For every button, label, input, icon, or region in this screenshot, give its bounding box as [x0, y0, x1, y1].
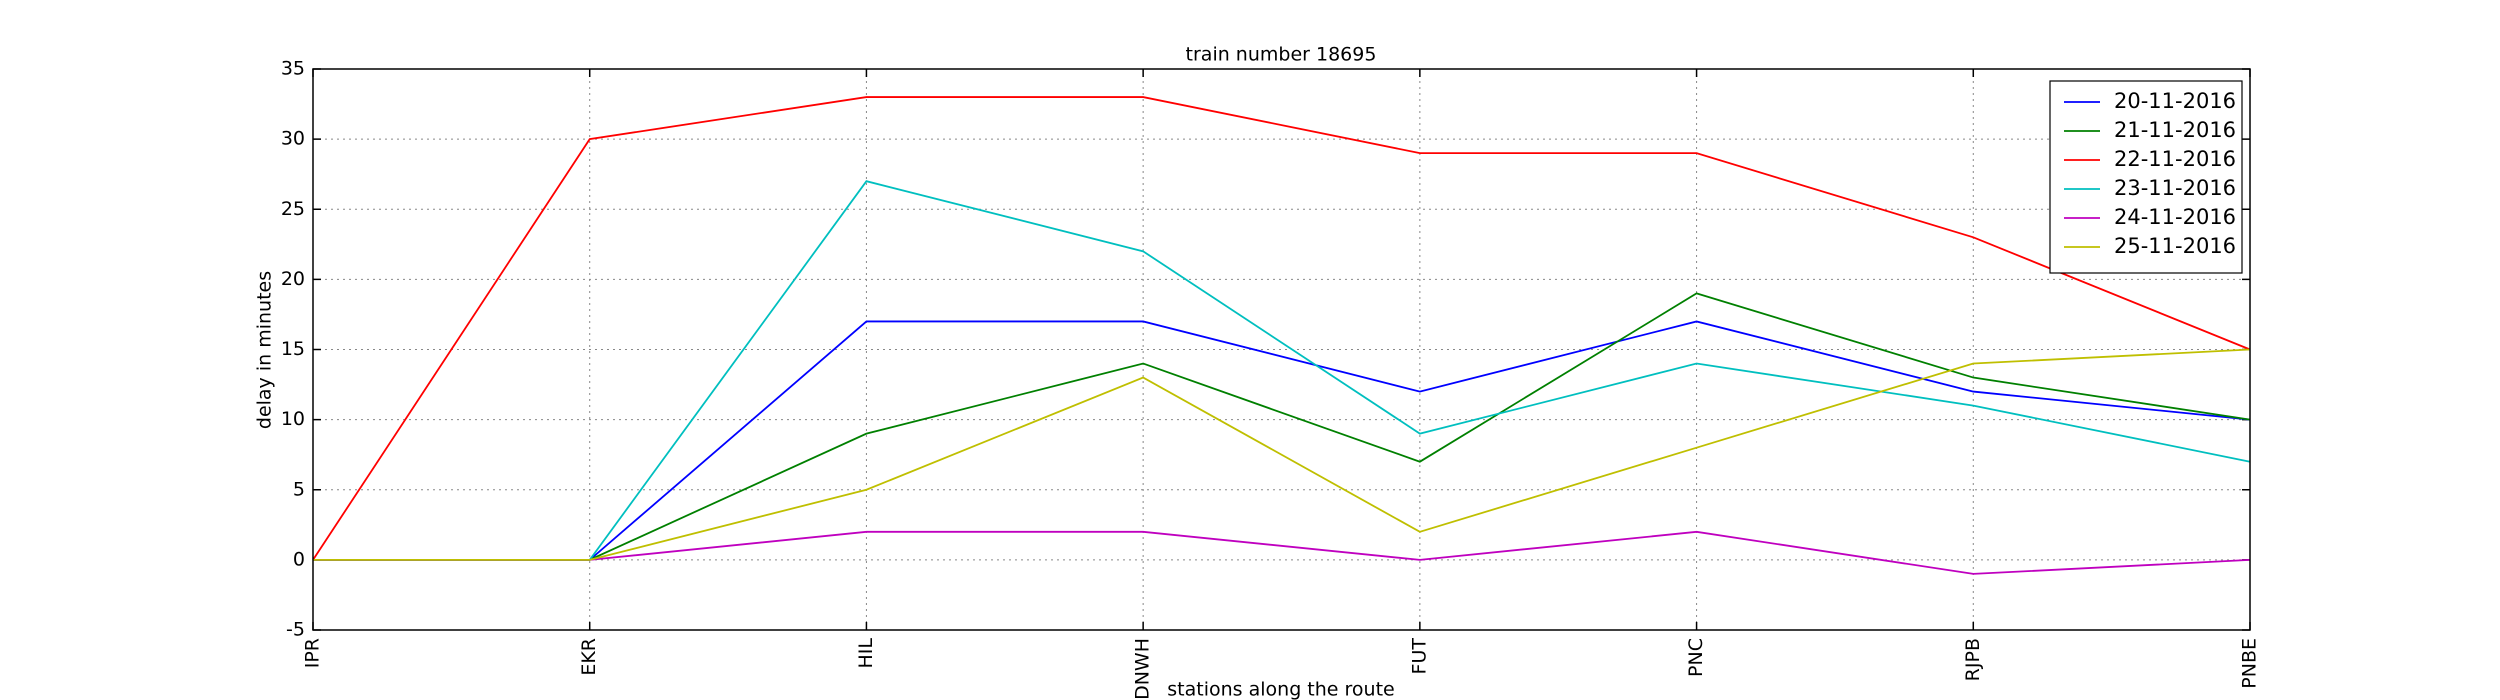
data-line [312, 96, 2251, 561]
y-axis-label: delay in minutes [254, 271, 276, 429]
x-tick-label: EKR [578, 638, 600, 676]
x-tick-label: PNBE [2239, 638, 2261, 689]
y-tick-label: 35 [281, 58, 305, 80]
x-axis-label: stations along the route [1167, 679, 1394, 700]
data-line [313, 180, 2251, 561]
legend-label: 20-11-2016 [2114, 89, 2236, 113]
y-tick-label: 15 [281, 338, 305, 360]
y-tick-label: 25 [281, 198, 305, 220]
chart-title: train number 18695 [1186, 44, 1377, 66]
x-tick-label: DNWH [1132, 638, 1154, 700]
x-tick-label: RJPB [1962, 638, 1984, 681]
data-line [313, 320, 2251, 561]
data-line [313, 292, 2251, 561]
x-tick-label: FUT [1408, 638, 1430, 675]
legend-label: 22-11-2016 [2114, 147, 2236, 171]
data-line [313, 348, 2251, 561]
plot-frame [312, 68, 2251, 631]
y-tick-label: 10 [281, 408, 305, 430]
y-tick-label: 5 [293, 478, 305, 500]
y-tick-label: 30 [281, 128, 305, 150]
y-tick-label: 0 [293, 548, 305, 570]
x-tick-label: PNC [1685, 638, 1707, 677]
legend-label: 23-11-2016 [2114, 176, 2236, 200]
legend-label: 24-11-2016 [2114, 205, 2236, 229]
y-tick-label: -5 [286, 619, 305, 641]
x-tick-label: IPR [302, 638, 324, 668]
y-tick-label: 20 [281, 268, 305, 290]
legend-label: 21-11-2016 [2114, 118, 2236, 142]
data-line [313, 530, 2251, 575]
x-tick-label: HIL [855, 638, 877, 669]
legend-label: 25-11-2016 [2114, 234, 2236, 258]
legend-box [2049, 80, 2243, 274]
